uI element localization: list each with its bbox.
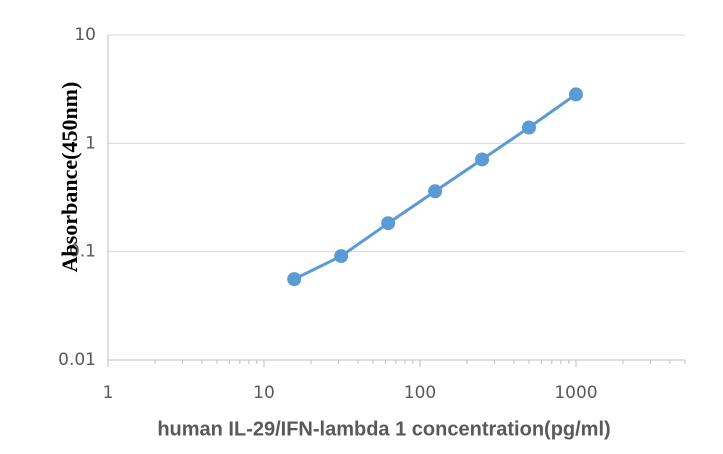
x-tick-label: 100 (404, 383, 436, 403)
y-tick-label: 10 (74, 25, 96, 45)
x-tick-label: 10 (253, 383, 275, 403)
data-point (287, 272, 302, 287)
y-tick-label: 0.1 (69, 242, 96, 262)
x-tick-label: 1 (103, 383, 114, 403)
x-tick-label: 1000 (554, 383, 597, 403)
data-point (522, 120, 537, 135)
data-point (475, 152, 490, 167)
x-axis-title: human IL-29/IFN-lambda 1 concentration(p… (157, 418, 610, 440)
y-axis-title: Absorbance(450nm) (57, 82, 82, 273)
data-point (428, 184, 443, 199)
data-point (381, 216, 396, 231)
data-point (568, 87, 583, 102)
y-tick-label: 0.01 (58, 350, 96, 370)
data-point (334, 249, 349, 264)
y-tick-label: 1 (85, 133, 96, 153)
